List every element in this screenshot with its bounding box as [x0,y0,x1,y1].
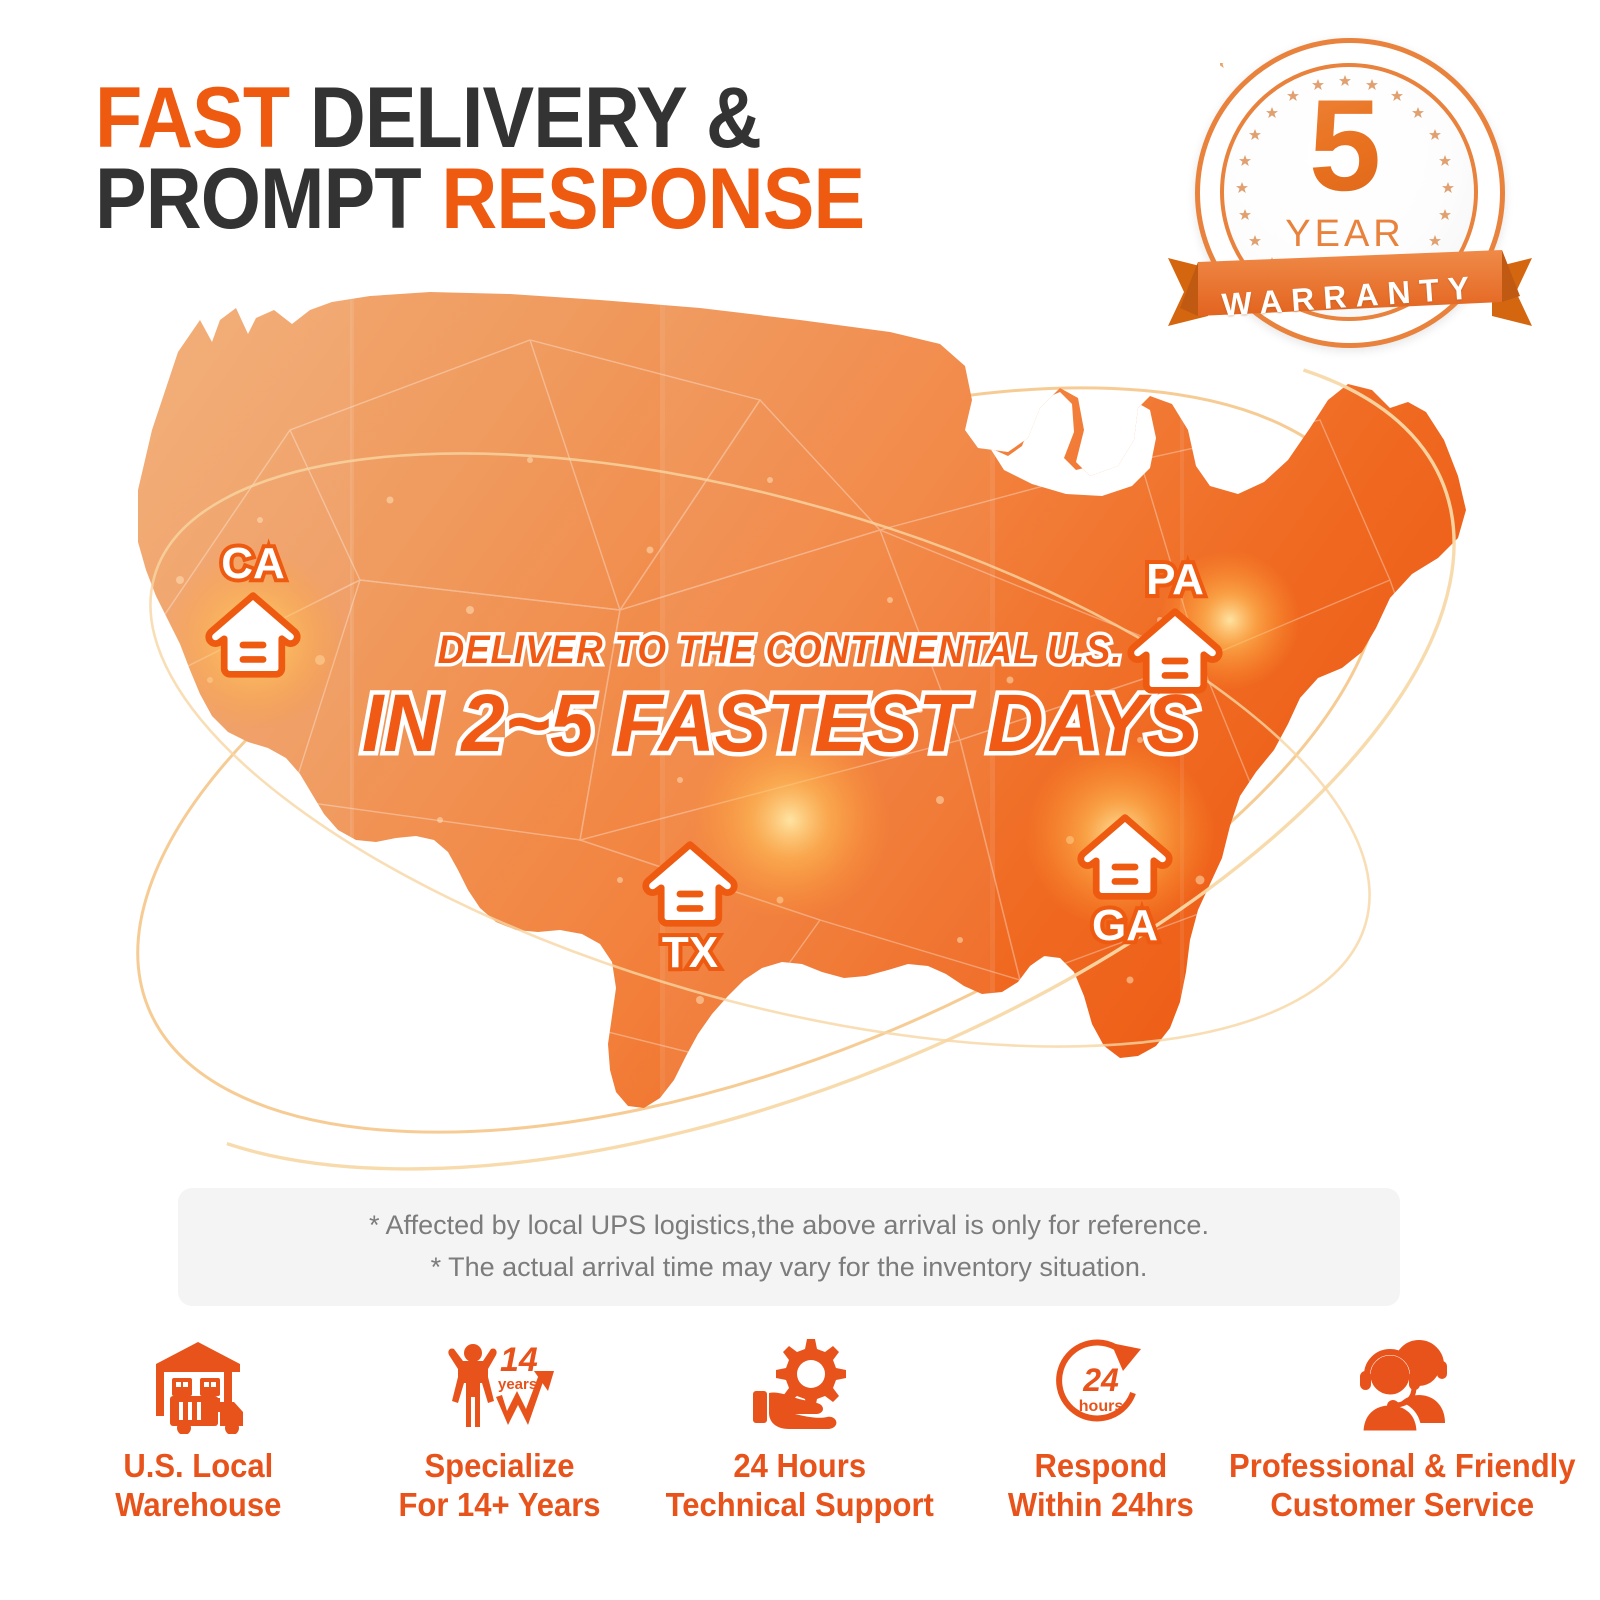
feature-label-line1: 24 Hours [733,1447,867,1484]
headline-word-delivery: DELIVERY & [309,70,762,166]
glow-tx [690,720,890,920]
customer-service-headset-icon [1343,1332,1461,1437]
map-marker-ga[interactable]: GA [1060,808,1190,952]
marker-label-pa: PA [1142,554,1208,606]
feature-label: Specialize For 14+ Years [398,1447,600,1525]
feature-label-line2: Technical Support [665,1485,935,1523]
page-title: FAST DELIVERY & PROMPT RESPONSE [95,75,950,242]
feature-label-line2: Warehouse [114,1485,282,1523]
marker-label-tx: TX [658,927,722,979]
hand-holding-gear-icon [745,1332,855,1437]
svg-text:hours: hours [1079,1398,1124,1415]
headline-word-fast: FAST [95,70,290,166]
warehouse-house-icon [1077,814,1173,900]
svg-text:14: 14 [500,1341,538,1379]
great-lakes [990,392,1156,496]
badge-star-ring-icon [1220,63,1454,300]
feature-label: Professional & Friendly Customer Service [1229,1447,1575,1525]
feature-label-line2: For 14+ Years [397,1485,601,1523]
feature-label: U.S. Local Warehouse [115,1447,281,1525]
map-marker-tx[interactable]: TX [625,835,755,979]
disclaimer-line-1: * Affected by local UPS logistics,the ab… [369,1210,1209,1241]
feature-label-line1: U.S. Local [123,1447,273,1484]
warranty-badge: 5 YEAR WARRANTY [1150,28,1550,358]
badge-number: 5 [1220,80,1470,210]
badge-ribbon-shape [1168,250,1532,326]
feature-label-line2: Customer Service [1270,1485,1534,1523]
feature-label-line2: Within 24hrs [1008,1485,1194,1523]
marker-label-ca: CA [217,538,289,590]
badge-period-label: YEAR [1285,213,1405,255]
feature-professional-customer-service[interactable]: Professional & Friendly Customer Service [1229,1332,1575,1525]
orbit-ring-front [149,368,1456,1171]
warehouse-house-icon [1127,608,1223,694]
warehouse-house-icon [642,841,738,927]
us-map-graphic [136,292,1466,1171]
feature-respond-within-24hrs[interactable]: 24 hours Respond Within 24hrs [963,1332,1239,1525]
us-map: DELIVER TO THE CONTINENTAL U.S. IN 2~5 F… [60,280,1540,1190]
svg-text:24: 24 [1082,1362,1119,1398]
feature-specialize-14-years[interactable]: 14 years Specialize For 14+ Years [361,1332,637,1525]
headline-word-response: RESPONSE [441,150,865,247]
24-hours-circular-arrow-icon: 24 hours [1049,1332,1153,1437]
person-growth-14-years-icon: 14 years [438,1332,560,1437]
warehouse-house-icon [205,592,301,678]
map-marker-pa[interactable]: PA [1110,554,1240,698]
feature-label: 24 Hours Technical Support [666,1447,934,1525]
feature-row: U.S. Local Warehouse 14 years [60,1332,1575,1552]
feature-label-line1: Professional & Friendly [1228,1447,1576,1484]
disclaimer-note: * Affected by local UPS logistics,the ab… [178,1188,1400,1306]
headline-word-prompt: PROMPT [95,150,422,247]
headline-line-1: FAST DELIVERY & [95,75,864,161]
headline-line-2: PROMPT RESPONSE [95,156,865,242]
feature-us-local-warehouse[interactable]: U.S. Local Warehouse [60,1332,336,1525]
warehouse-truck-icon [142,1332,254,1437]
feature-label-line1: Respond [1034,1447,1168,1484]
feature-24-hours-technical-support[interactable]: 24 Hours Technical Support [662,1332,938,1525]
us-map-fill [138,292,1466,1108]
feature-label: Respond Within 24hrs [1008,1447,1194,1525]
svg-text:years: years [498,1376,537,1393]
feature-label-line1: Specialize [423,1447,575,1484]
map-marker-ca[interactable]: CA [188,538,318,682]
disclaimer-line-2: * The actual arrival time may vary for t… [430,1252,1148,1282]
marker-label-ga: GA [1088,900,1162,952]
